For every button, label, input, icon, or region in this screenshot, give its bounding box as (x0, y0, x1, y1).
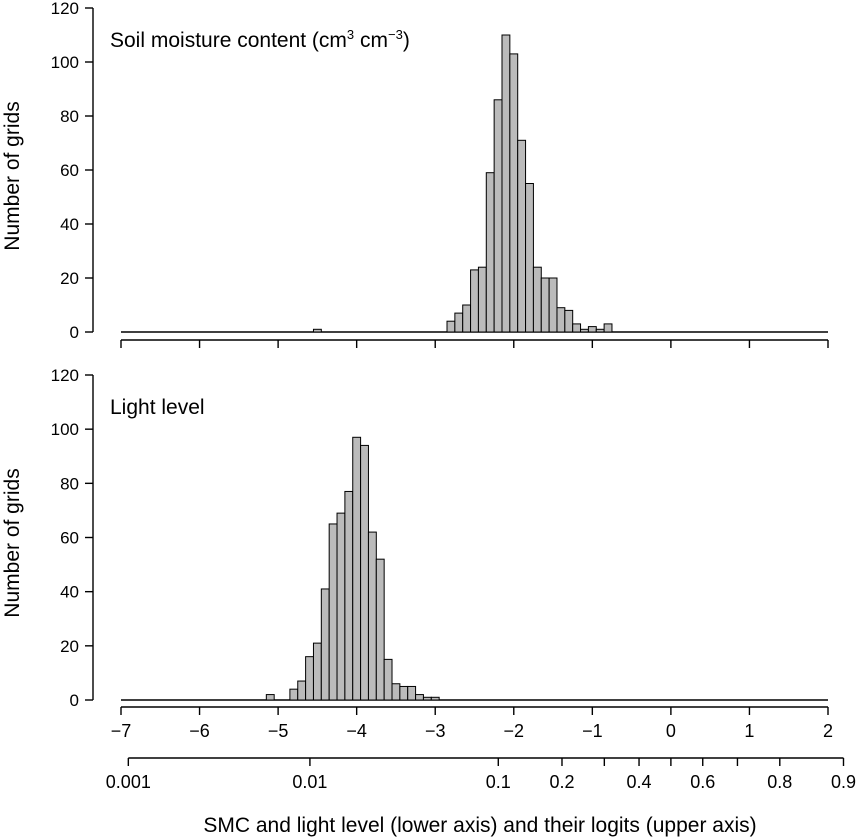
light-histogram-bar (430, 696, 440, 701)
smc-y-tick-label: 80 (60, 107, 79, 126)
smc-y-tick-label: 100 (51, 53, 79, 72)
light-y-tick-label: 20 (60, 637, 79, 656)
smc-histogram-bar (485, 172, 495, 333)
smc-histogram-bar (446, 320, 456, 333)
proportion-tick-label: 0.2 (549, 772, 574, 792)
smc-title-sup1: 3 (347, 27, 354, 42)
smc-histogram-panel: Soil moisture content (cm3 cm−3) Number … (1, 0, 828, 342)
light-histogram-bar (336, 512, 346, 701)
smc-histogram-bar (595, 328, 605, 333)
smc-histogram-bar (509, 53, 519, 333)
logit-tick-label: −2 (504, 721, 525, 741)
light-y-tick-label: 100 (51, 420, 79, 439)
proportion-tick-label: 0.01 (292, 772, 327, 792)
smc-histogram-bar (556, 307, 566, 333)
logit-tick-label: −5 (268, 721, 289, 741)
proportion-tick-label: 0.1 (486, 772, 511, 792)
light-histogram-bar (407, 685, 417, 701)
x-axis-title: SMC and light level (lower axis) and the… (203, 814, 756, 837)
logit-tick-label: −7 (111, 721, 132, 741)
proportion-tick-label: 0.4 (627, 772, 652, 792)
light-histogram-bar (375, 558, 385, 701)
smc-panel-title: Soil moisture content (cm3 cm−3) (110, 27, 410, 52)
smc-histogram-bar (548, 277, 558, 333)
smc-histogram-bar (587, 326, 597, 333)
light-y-axis-label: Number of grids (1, 468, 24, 617)
light-histogram-bar (289, 688, 299, 701)
smc-histogram-bar (580, 328, 589, 333)
smc-y-axis-label: Number of grids (1, 101, 24, 250)
smc-histogram-bar (462, 304, 472, 333)
logit-tick-label: −3 (425, 721, 446, 741)
logit-tick-label: 0 (666, 721, 676, 741)
light-y-tick-label: 80 (60, 474, 79, 493)
light-histogram-bar (305, 656, 314, 701)
logit-tick-label: 1 (744, 721, 754, 741)
light-histogram-bar (399, 685, 409, 701)
light-y-tick-label: 0 (70, 691, 79, 710)
logit-tick-label: 2 (823, 721, 833, 741)
smc-y-tick-label: 0 (70, 323, 79, 342)
light-y-tick-label: 60 (60, 529, 79, 548)
light-histogram-bar (328, 523, 338, 701)
smc-y-tick-label: 20 (60, 269, 79, 288)
light-y-tick-label: 40 (60, 583, 79, 602)
smc-histogram-bar (493, 99, 503, 333)
smc-y-tick-label: 60 (60, 161, 79, 180)
light-histogram-bar (415, 694, 424, 701)
light-histogram-bar (352, 436, 362, 701)
logit-tick-label: −1 (582, 721, 603, 741)
light-panel-title: Light level (110, 396, 205, 419)
proportion-tick-label: 0.001 (106, 772, 151, 792)
smc-histogram-bar (603, 323, 613, 333)
light-histogram-bar (297, 680, 307, 701)
smc-histogram-bar (501, 34, 511, 333)
smc-title-end: ) (403, 29, 410, 52)
smc-histogram-bar (312, 328, 322, 333)
light-histogram-bar (367, 531, 377, 701)
light-histogram-bar (422, 696, 432, 701)
smc-histogram-bar (517, 139, 527, 333)
light-histogram-bar (265, 694, 275, 701)
smc-y-tick-label: 40 (60, 215, 79, 234)
smc-y-tick-label: 120 (51, 0, 79, 18)
light-histogram-bar (360, 444, 369, 701)
logit-tick-label: −4 (346, 721, 367, 741)
logit-axis: −7 −6 −5 −4 −3 −2 −1 0 1 2 (111, 339, 833, 741)
smc-histogram-bar (477, 266, 487, 333)
proportion-axis: 0.001 0.01 0.1 0.2 0.4 0.6 0.8 0.9 (106, 757, 856, 792)
light-histogram-bar (383, 658, 393, 701)
smc-histogram-bar (470, 269, 479, 333)
light-histogram-bar (391, 683, 401, 701)
smc-title-sup2: −3 (388, 27, 403, 42)
smc-histogram-bar (454, 312, 464, 333)
smc-histogram-bar (572, 323, 582, 333)
light-histogram-panel: Light level Number of grids 0 20 40 60 80 100… (1, 366, 828, 710)
logit-tick-label: −6 (189, 721, 210, 741)
proportion-tick-label: 0.9 (831, 772, 856, 792)
proportion-tick-label: 0.6 (690, 772, 715, 792)
smc-title-text: Soil moisture content (cm (110, 29, 347, 52)
light-histogram-bar (312, 642, 322, 701)
proportion-tick-label: 0.8 (767, 772, 792, 792)
smc-histogram-bar (540, 277, 550, 333)
light-y-tick-label: 120 (51, 366, 79, 385)
light-histogram-bar (344, 490, 354, 701)
smc-histogram-bar (532, 266, 542, 333)
smc-histogram-bar (525, 183, 534, 333)
smc-histogram-bar (564, 309, 574, 333)
smc-title-mid: cm (354, 29, 388, 52)
light-histogram-bar (320, 588, 330, 701)
